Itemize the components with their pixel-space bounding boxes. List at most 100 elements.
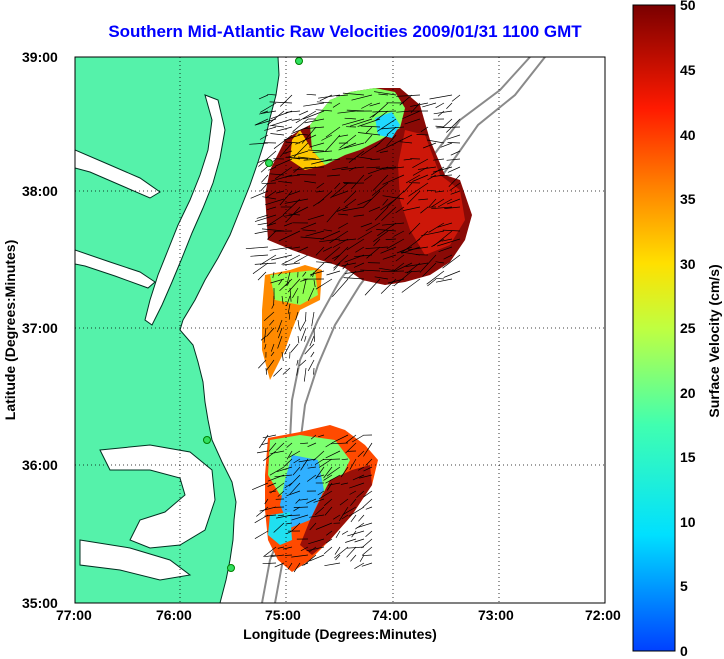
velocity-vector <box>283 222 293 227</box>
velocity-vector <box>261 174 269 183</box>
map-grid <box>75 57 605 603</box>
velocity-vector <box>394 134 413 144</box>
velocity-vector <box>292 466 301 476</box>
velocity-vector <box>288 213 301 216</box>
sound <box>99 444 216 549</box>
velocity-vector <box>285 156 309 160</box>
velocity-vector <box>250 254 269 257</box>
velocity-vector <box>338 238 357 242</box>
velocity-vector <box>448 174 461 187</box>
velocity-vector <box>319 238 341 243</box>
velocity-vector <box>316 474 325 478</box>
velocity-vector <box>259 110 269 115</box>
velocity-vector <box>335 530 341 538</box>
velocity-vector <box>304 343 315 355</box>
velocity-vector <box>265 367 267 375</box>
velocity-vector <box>303 102 325 107</box>
velocity-vector <box>320 230 341 240</box>
velocity-vector <box>323 466 333 479</box>
velocity-vector <box>447 142 461 144</box>
velocity-vector <box>396 246 413 254</box>
velocity-vector <box>405 174 421 184</box>
velocity-vector <box>303 158 325 161</box>
velocity-vector <box>270 133 285 136</box>
velocity-vector <box>266 359 275 371</box>
velocity-vector <box>379 150 389 153</box>
velocity-vector <box>286 490 301 497</box>
velocity-vector <box>416 134 429 136</box>
velocity-vector <box>256 214 269 219</box>
velocity-vector <box>269 101 293 104</box>
velocity-vector <box>344 198 357 208</box>
velocity-vector <box>252 262 269 274</box>
velocity-vector <box>311 311 315 327</box>
velocity-vector <box>326 482 333 491</box>
chesapeake-bay <box>144 94 226 326</box>
velocity-vector <box>342 506 357 516</box>
velocity-vector <box>264 498 269 505</box>
velocity-vector <box>442 118 453 129</box>
velocity-vector <box>293 562 301 573</box>
velocity-vector <box>277 514 285 517</box>
velocity-vector <box>285 141 301 144</box>
colorbar-label: Surface Velocity (cm/s) <box>706 264 722 418</box>
velocity-vector <box>350 514 357 523</box>
velocity-vector <box>349 490 357 495</box>
velocity-vector <box>356 156 373 160</box>
velocity-vector <box>310 351 315 358</box>
velocity-vector <box>435 190 445 193</box>
velocity-vector <box>446 198 461 205</box>
velocity-vector <box>322 458 341 461</box>
velocity-vector <box>330 190 349 198</box>
velocity-vector <box>286 279 291 286</box>
velocity-vector <box>318 490 333 500</box>
velocity-vector <box>304 118 325 124</box>
velocity-vector <box>343 190 357 203</box>
velocity-vector <box>431 206 453 210</box>
velocity-vector <box>403 206 421 211</box>
velocity-vector <box>315 278 333 290</box>
velocity-vector <box>258 94 269 100</box>
velocity-vector <box>401 278 421 293</box>
velocity-vector <box>355 246 365 253</box>
velocity-vector <box>360 222 373 228</box>
velocity-vector <box>285 110 301 113</box>
velocity-vector <box>293 506 309 508</box>
velocity-vector <box>276 126 293 132</box>
velocity-vector <box>433 230 453 247</box>
velocity-vector <box>324 506 333 516</box>
velocity-vector <box>334 546 349 559</box>
velocity-vector <box>326 206 341 223</box>
velocity-vector <box>264 343 267 350</box>
velocity-vector <box>259 134 269 140</box>
velocity-vector <box>260 102 277 113</box>
velocity-vector <box>363 490 373 498</box>
velocity-field-north-mid <box>290 130 325 170</box>
velocity-vector <box>342 206 365 212</box>
velocity-vector <box>322 246 333 252</box>
velocity-vector <box>283 546 293 550</box>
velocity-vector <box>373 238 381 247</box>
velocity-vector <box>298 110 309 116</box>
velocity-vector <box>263 546 277 557</box>
velocity-vector <box>315 109 333 112</box>
velocity-vector <box>342 118 365 126</box>
velocity-vector <box>446 158 461 161</box>
x-tick-label: 72:00 <box>585 607 621 623</box>
velocity-vector <box>284 343 291 355</box>
velocity-vector <box>353 214 365 217</box>
velocity-vector <box>288 514 301 517</box>
velocity-vector <box>436 126 461 129</box>
velocity-vector <box>249 142 269 145</box>
velocity-vector <box>315 246 325 256</box>
velocity-vector <box>316 190 325 193</box>
velocity-vector <box>268 214 285 226</box>
velocity-vector <box>255 118 277 126</box>
velocity-vector <box>266 230 277 240</box>
velocity-vector <box>299 319 307 332</box>
velocity-vector <box>332 166 349 171</box>
velocity-vector <box>417 166 437 170</box>
velocity-vector <box>408 182 429 197</box>
velocity-vector <box>343 142 365 149</box>
velocity-vector <box>354 254 373 258</box>
